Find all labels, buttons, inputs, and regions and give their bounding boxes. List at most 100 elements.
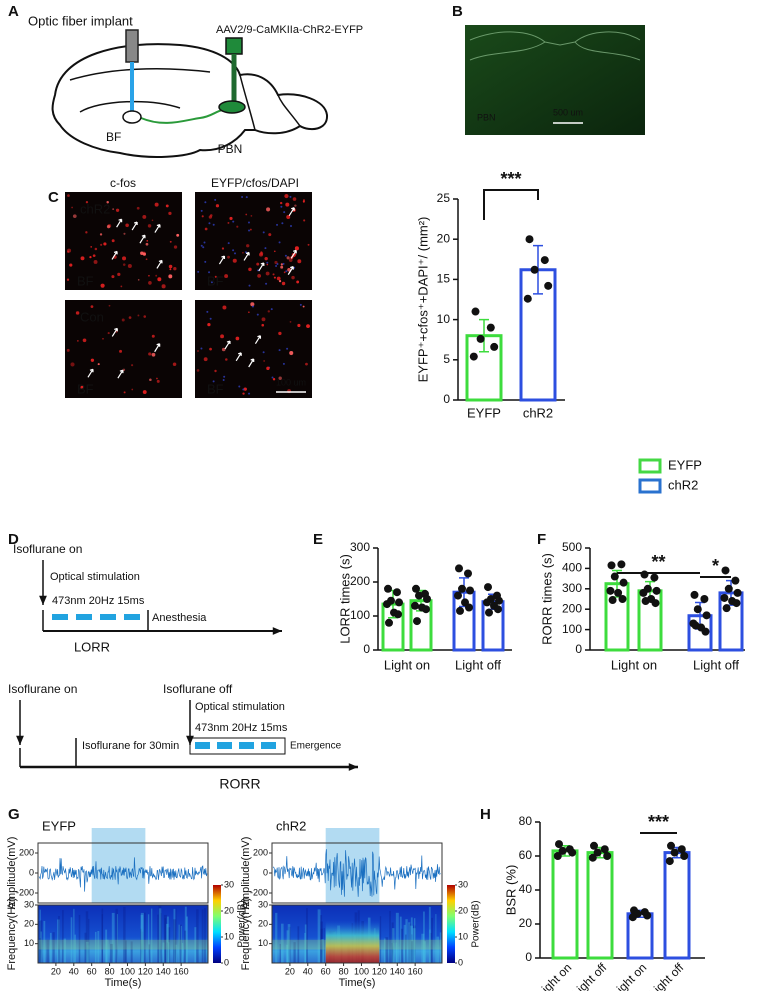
dapi-signal xyxy=(241,195,244,198)
cell-signal xyxy=(222,305,227,310)
cell-signal xyxy=(250,302,255,307)
cell-signal xyxy=(286,256,290,260)
data-point xyxy=(469,352,478,361)
cell-signal xyxy=(90,358,95,362)
data-point xyxy=(385,618,393,627)
spectral-streak xyxy=(110,943,113,963)
dapi-signal xyxy=(278,349,281,352)
panel-label: G xyxy=(8,806,20,823)
spectral-streak xyxy=(167,927,171,963)
cell-signal xyxy=(280,201,283,205)
dapi-signal xyxy=(284,254,287,257)
colorbar-tick-label: 30 xyxy=(458,879,468,889)
dapi-signal xyxy=(212,380,215,383)
spectral-streak xyxy=(43,920,46,963)
cell-signal xyxy=(145,258,148,261)
cell-signal xyxy=(273,276,276,279)
data-point xyxy=(588,853,597,862)
cell-signal xyxy=(264,256,268,261)
x-tick-label: 40 xyxy=(69,966,79,976)
cell-signal xyxy=(117,272,121,277)
cell-signal xyxy=(75,311,80,315)
dapi-signal xyxy=(280,205,283,208)
data-point xyxy=(568,848,577,857)
spectral-streak xyxy=(275,912,278,963)
cell-signal xyxy=(268,233,272,237)
data-point xyxy=(670,848,679,857)
protocol-title: LORR xyxy=(74,639,110,654)
cell-signal xyxy=(145,242,149,246)
spectral-streak xyxy=(140,931,144,963)
dapi-signal xyxy=(289,195,292,198)
cell-signal xyxy=(136,206,140,210)
data-point xyxy=(665,857,674,866)
cell-signal xyxy=(263,360,265,362)
data-point xyxy=(721,566,730,575)
cell-signal xyxy=(201,215,204,218)
dapi-signal xyxy=(242,388,245,391)
spectral-streak xyxy=(317,909,321,963)
y-tick-label: 400 xyxy=(562,561,582,575)
x-tick-label: 20 xyxy=(51,966,61,976)
dapi-signal xyxy=(282,362,285,365)
light-pulse xyxy=(261,742,276,749)
spectral-streak xyxy=(166,916,169,963)
cell-signal xyxy=(100,243,103,246)
colorbar-label: Power(dB) xyxy=(471,900,482,947)
spectral-streak xyxy=(130,941,133,963)
arrow xyxy=(288,207,295,217)
arrow xyxy=(243,251,250,261)
data-point xyxy=(523,294,532,303)
cell-signal xyxy=(148,281,152,285)
cell-signal xyxy=(302,200,305,203)
data-point xyxy=(413,617,421,626)
cell-signal xyxy=(89,255,92,259)
cell-signal xyxy=(246,244,250,248)
dapi-signal xyxy=(282,262,285,265)
spectral-streak xyxy=(279,943,281,963)
cell-signal xyxy=(214,275,217,278)
y-tick-label: 0 xyxy=(363,642,370,656)
dapi-signal xyxy=(278,241,281,244)
protocol-text: 473nm 20Hz 15ms xyxy=(195,722,288,734)
cell-signal xyxy=(80,256,85,261)
dapi-signal xyxy=(223,375,226,378)
y-tick-label: 20 xyxy=(258,919,268,929)
y-axis-label: Amplitude(mV) xyxy=(240,837,252,910)
cell-signal xyxy=(172,362,177,367)
spectral-streak xyxy=(111,912,115,963)
dapi-signal xyxy=(285,270,288,273)
spectral-streak xyxy=(423,911,425,963)
x-tick-label: 140 xyxy=(156,966,171,976)
data-point xyxy=(486,323,495,332)
spectral-streak xyxy=(148,944,151,963)
light-pulse xyxy=(52,614,68,620)
spectral-streak xyxy=(40,931,42,963)
row-label: chR2 xyxy=(80,201,110,216)
spectral-streak xyxy=(383,938,387,963)
protocol-title: RORR xyxy=(219,776,260,792)
panel-label: C xyxy=(48,189,59,206)
data-point xyxy=(455,564,463,573)
cell-signal xyxy=(305,362,308,366)
data-point xyxy=(614,588,623,597)
cell-signal xyxy=(106,224,111,229)
arrow xyxy=(290,249,297,259)
data-point xyxy=(639,588,648,597)
data-point xyxy=(724,584,733,593)
dapi-signal xyxy=(264,247,267,250)
spectral-streak xyxy=(94,931,97,963)
cell-signal xyxy=(297,259,302,264)
spectral-streak xyxy=(297,926,300,963)
legend-swatch xyxy=(638,478,662,494)
spectral-streak xyxy=(49,932,52,963)
cell-signal xyxy=(142,214,147,219)
cell-signal xyxy=(280,265,284,269)
spectral-streak xyxy=(287,924,291,963)
cell-signal xyxy=(131,364,134,367)
cell-signal xyxy=(97,363,100,366)
cell-signal xyxy=(209,347,212,351)
spectral-streak xyxy=(395,942,397,963)
dapi-signal xyxy=(208,271,211,274)
x-tick-label: 160 xyxy=(174,966,189,976)
